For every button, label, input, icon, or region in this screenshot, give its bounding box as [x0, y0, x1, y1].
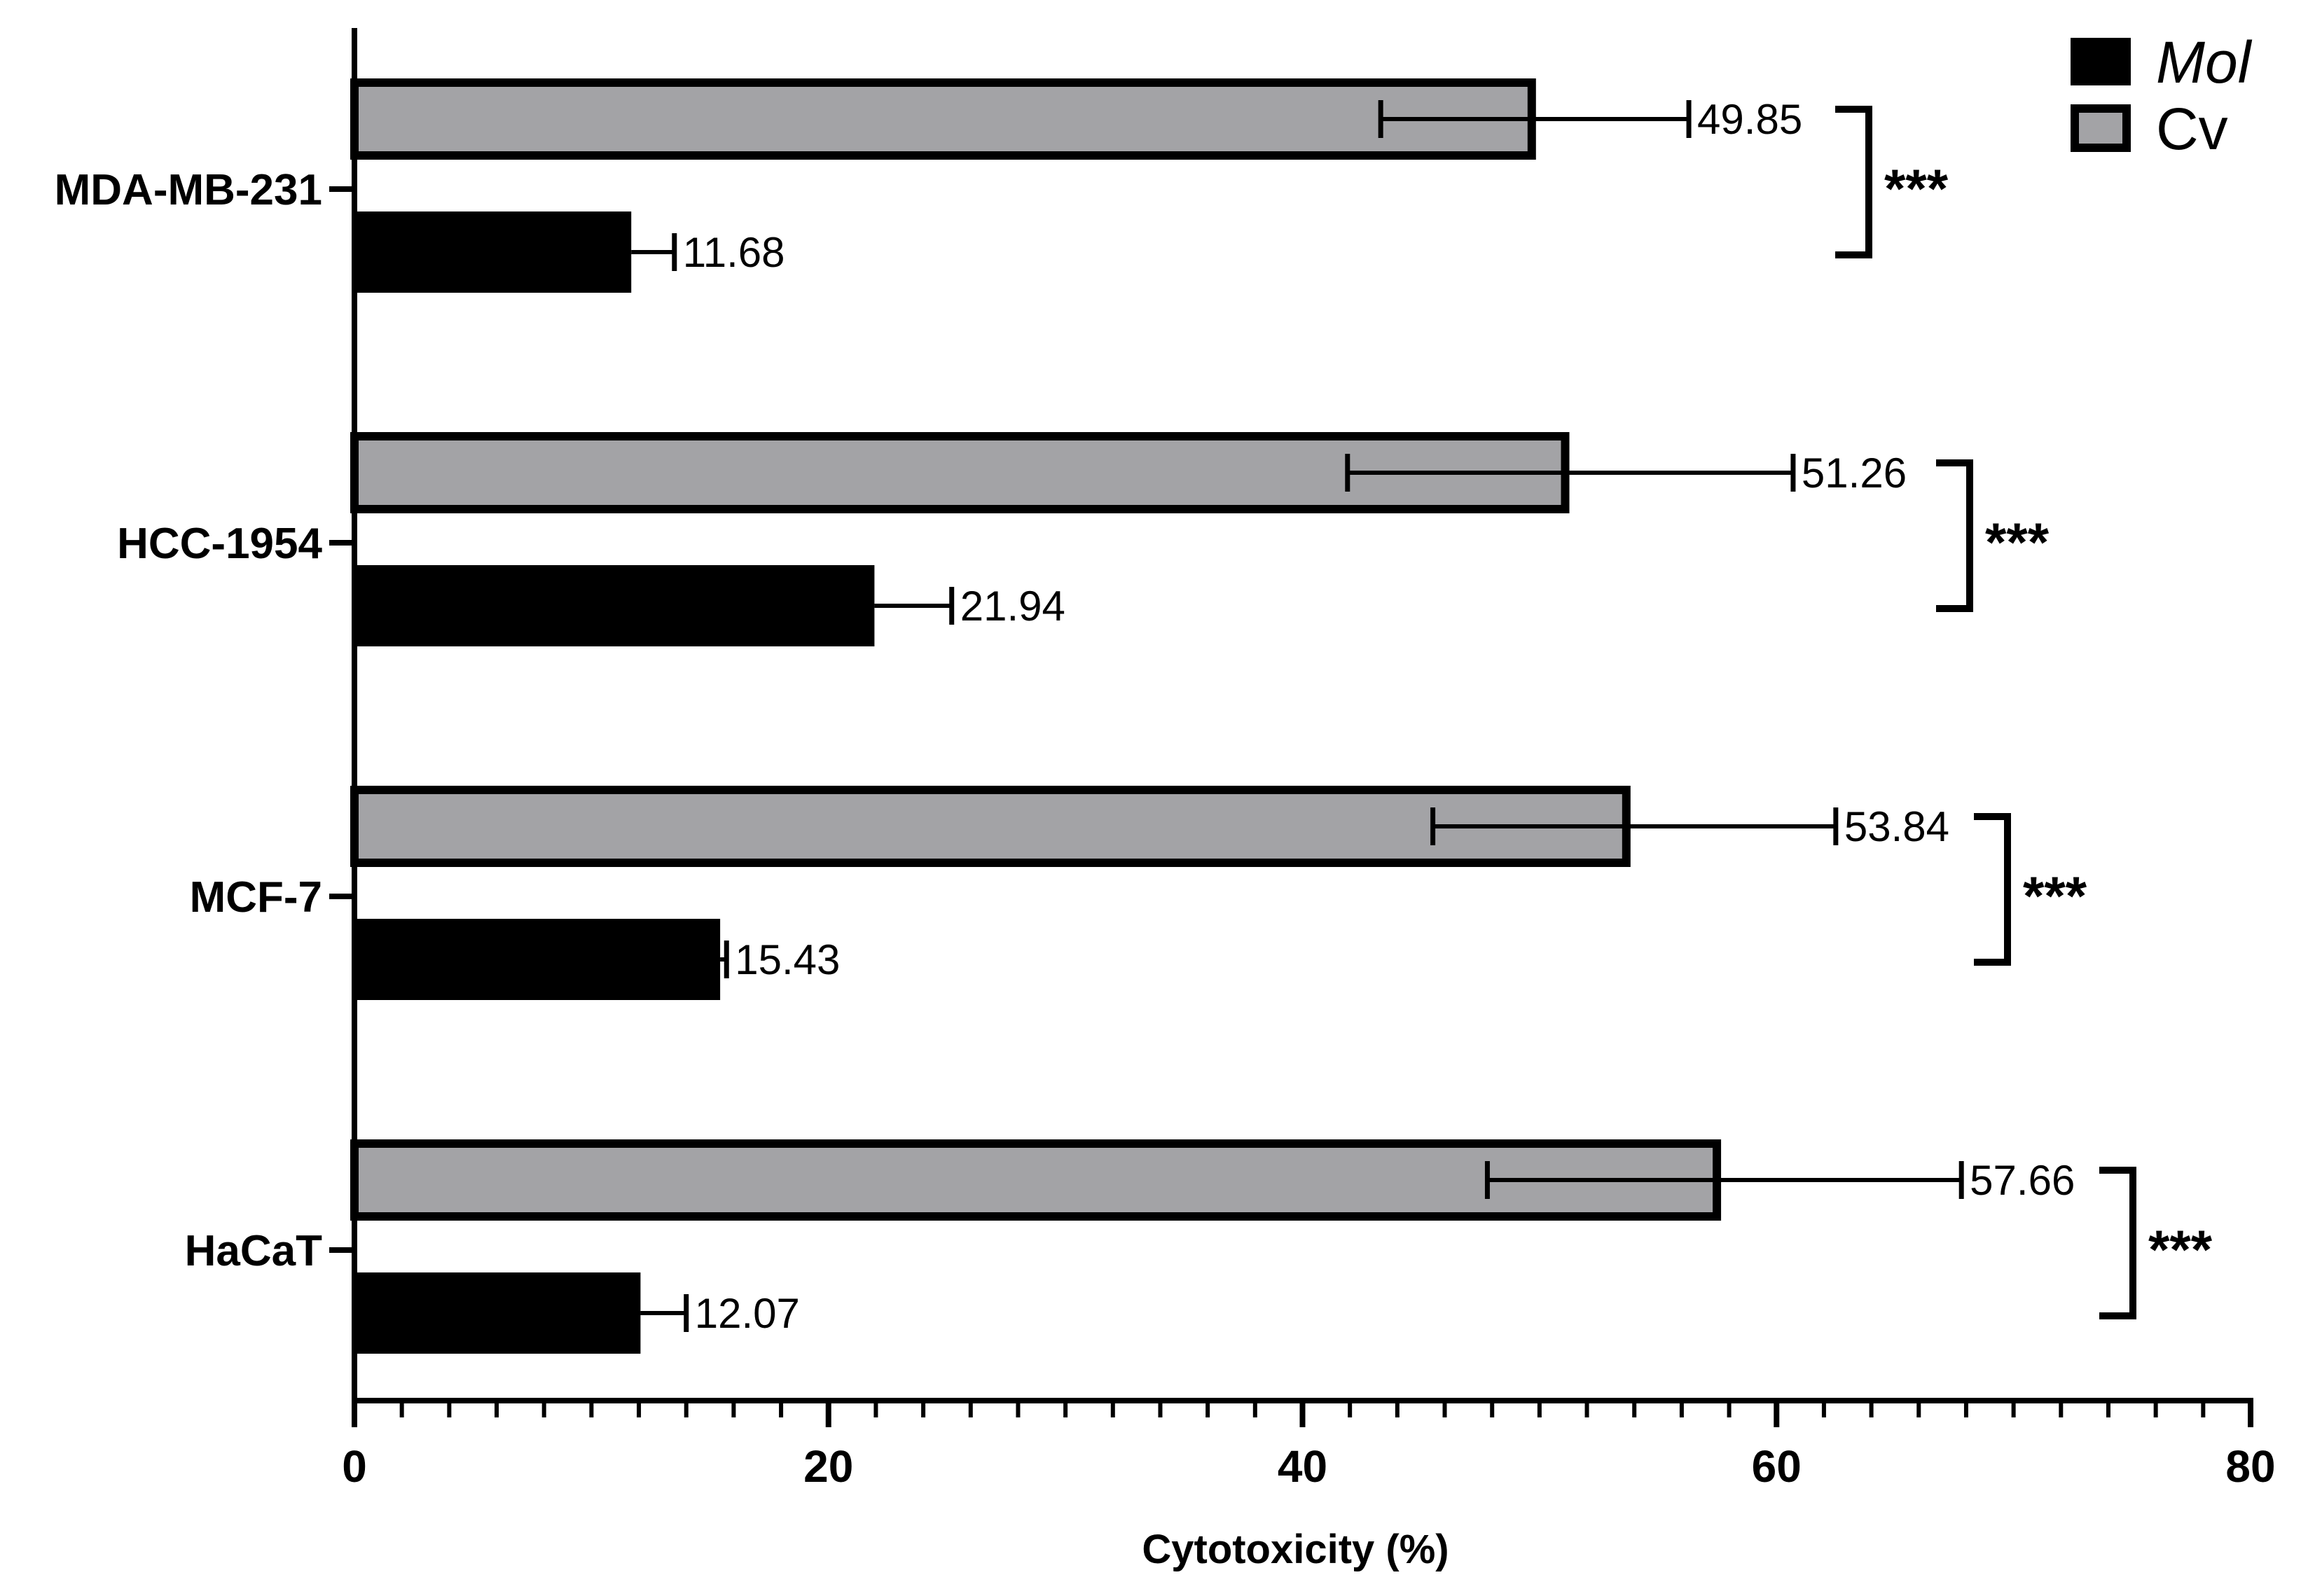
value-label-cv-mcf-7: 53.84: [1844, 803, 1949, 850]
value-label-mol-mda-mb-231: 11.68: [683, 229, 785, 276]
bar-mol-mcf-7: [354, 919, 721, 1000]
axes-layer: MDA-MB-231 HCC-1954 MCF-7 HaCaT 0 20 40 60 80 Cyt…: [55, 28, 2276, 1572]
value-label-mol-mcf-7: 15.43: [735, 936, 840, 983]
bars-layer: [350, 78, 1722, 1354]
x-tick-label-20: 20: [803, 1441, 853, 1492]
significance-label-mcf-7: ***: [2023, 865, 2087, 927]
bar-mol-hacat: [354, 1272, 641, 1354]
legend-label-mol: Mol: [2156, 29, 2253, 95]
category-label-mda-mb-231: MDA-MB-231: [55, 166, 322, 214]
x-tick-label-80: 80: [2225, 1441, 2275, 1492]
x-tick-label-0: 0: [342, 1441, 367, 1492]
x-tick-label-40: 40: [1278, 1441, 1327, 1492]
value-label-cv-mda-mb-231: 49.85: [1697, 96, 1802, 143]
value-label-cv-hacat: 57.66: [1970, 1157, 2075, 1204]
x-tick-label-60: 60: [1752, 1441, 1802, 1492]
labels-layer: 49.85 51.26 53.84 57.66 11.68 21.94 15.43 12.07: [683, 96, 2075, 1337]
category-label-hcc-1954: HCC-1954: [117, 520, 322, 568]
legend-swatch-mol: [2071, 38, 2131, 85]
value-label-cv-hcc-1954: 51.26: [1802, 450, 1907, 497]
significance-bracket-mcf-7: [1974, 813, 2011, 966]
x-axis-title: Cytotoxicity (%): [1142, 1527, 1449, 1572]
significance-bracket-hacat: [2099, 1167, 2136, 1319]
value-label-mol-hcc-1954: 21.94: [960, 583, 1065, 630]
category-label-hacat: HaCaT: [185, 1227, 323, 1275]
bar-mol-hcc-1954: [354, 565, 875, 646]
legend-label-cv: Cv: [2156, 96, 2228, 162]
significance-label-hacat: ***: [2148, 1219, 2213, 1280]
value-label-mol-hacat: 12.07: [695, 1290, 800, 1337]
significance-label-hcc-1954: ***: [1985, 511, 2050, 573]
error-bars-layer: [631, 100, 1964, 1332]
significance-bracket-hcc-1954: [1936, 459, 1973, 612]
significance-bracket-mda-mb-231: [1835, 106, 1872, 258]
bar-mol-mda-mb-231: [354, 211, 632, 293]
significance-label-mda-mb-231: ***: [1884, 158, 1949, 219]
bar-cv-mcf-7: [350, 786, 1631, 867]
category-label-mcf-7: MCF-7: [190, 873, 322, 922]
legend-swatch-cv: [2071, 104, 2131, 152]
significance-layer: *** *** *** ***: [1835, 106, 2213, 1319]
bar-cv-mda-mb-231: [350, 78, 1536, 160]
